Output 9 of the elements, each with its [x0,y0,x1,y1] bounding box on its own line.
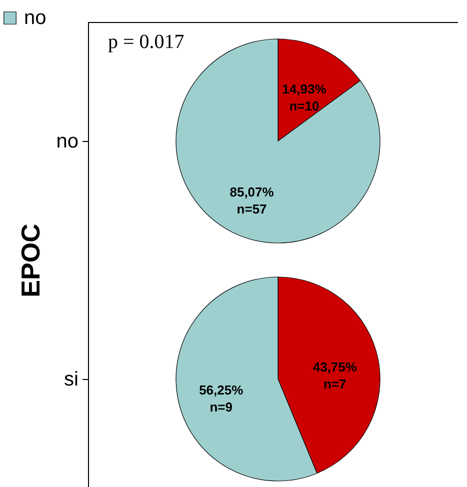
legend-label: no [24,7,46,29]
text: EPOC [15,223,46,298]
data-label: 56,25% n=9 [199,382,244,414]
data-label: 14,93% n=10 [282,81,327,114]
text: no [56,130,78,152]
data-label: 43,75% n=7 [312,360,358,392]
text: si [64,368,78,390]
data-label: 85,07% n=57 [230,184,274,217]
text: p = 0.017 [108,31,184,53]
